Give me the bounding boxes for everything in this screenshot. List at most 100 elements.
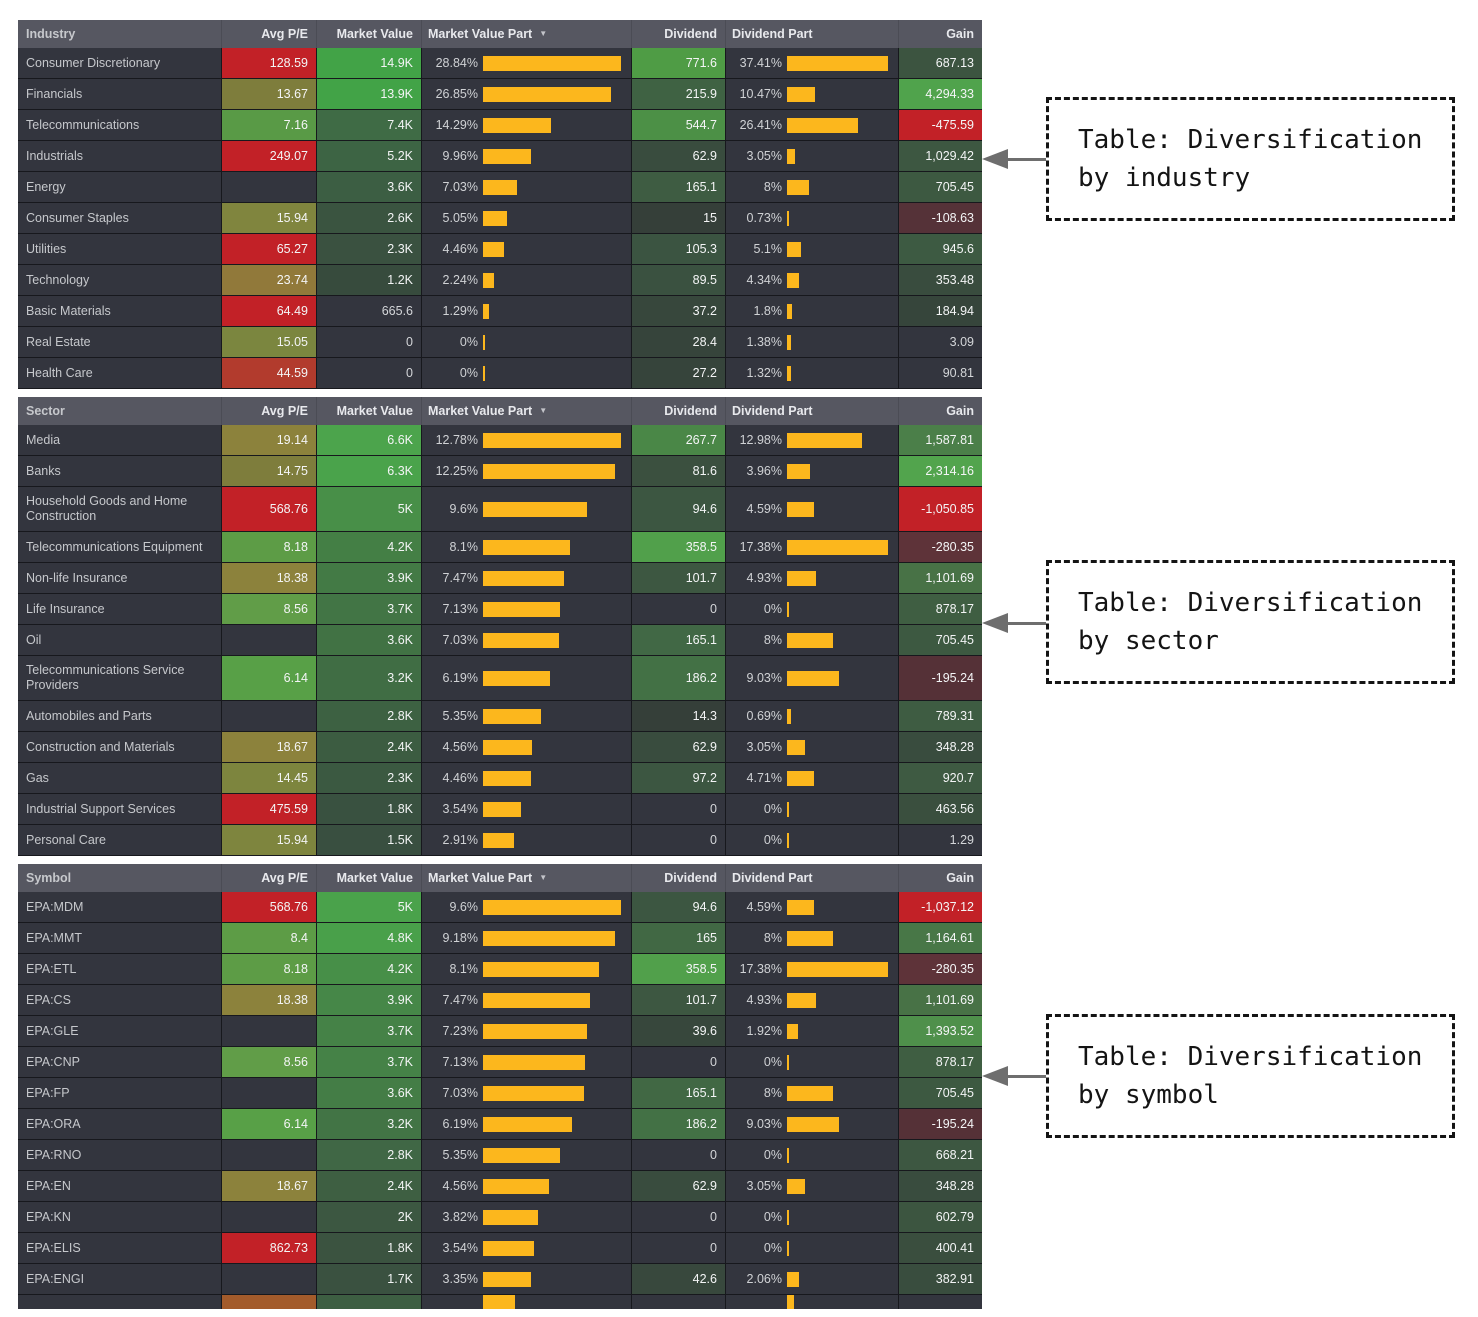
- header-avg-pe[interactable]: Avg P/E: [222, 20, 317, 48]
- header-gain[interactable]: Gain: [946, 404, 974, 418]
- table-row[interactable]: EPA:MDM 568.76 5K 9.6% 94.6 4.59% -1,037.12: [18, 892, 982, 923]
- dividend-cell: 27.2: [632, 358, 726, 388]
- table-row[interactable]: Industrial Support Services 475.59 1.8K 3.5…: [18, 794, 982, 825]
- table-row[interactable]: Telecommunications Service Providers 6.14…: [18, 656, 982, 701]
- table-row[interactable]: Financials 13.67 13.9K 26.85% 215.9 10.47% 4,2…: [18, 79, 982, 110]
- table-row[interactable]: Real Estate 15.05 0 0% 28.4 1.38% 3.09: [18, 327, 982, 358]
- dividend-cell: 39.6: [632, 1016, 726, 1046]
- market-value-part-cell: 3.54%: [422, 794, 632, 824]
- header-market-value[interactable]: Market Value: [317, 20, 422, 48]
- market-value-part-track: [483, 570, 621, 586]
- header-market-value-part[interactable]: Market Value Part ▼: [422, 864, 632, 892]
- header-avg-pe[interactable]: Avg P/E: [222, 397, 317, 425]
- sort-caret-icon[interactable]: ▼: [539, 29, 548, 38]
- table-row[interactable]: Personal Care 15.94 1.5K 2.91% 0 0% 1.29: [18, 825, 982, 856]
- header-dividend-part[interactable]: Dividend Part: [726, 397, 899, 425]
- table-row[interactable]: Energy 3.6K 7.03% 165.1 8% 705.45: [18, 172, 982, 203]
- header-dividend[interactable]: Dividend: [632, 397, 726, 425]
- table-row[interactable]: Non-life Insurance 18.38 3.9K 7.47% 101.7 4.9…: [18, 563, 982, 594]
- market-value-part-cell: 7.23%: [422, 1016, 632, 1046]
- header-dividend-part[interactable]: Dividend Part: [726, 864, 899, 892]
- table-row[interactable]: EPA:KN 2K 3.82% 0 0% 602.79: [18, 1202, 982, 1233]
- table-row[interactable]: Basic Materials 64.49 665.6 1.29% 37.2 1.8% 18…: [18, 296, 982, 327]
- header-dividend[interactable]: Dividend: [632, 864, 726, 892]
- dividend-part-cell: 26.41%: [726, 110, 899, 140]
- market-value-part-bar: [483, 601, 560, 617]
- table-row[interactable]: Health Care 44.59 0 0% 27.2 1.32% 90.81: [18, 358, 982, 389]
- header-sector[interactable]: Sector: [18, 397, 222, 425]
- table-row[interactable]: Telecommunications Equipment 8.18 4.2K 8.1%…: [18, 532, 982, 563]
- market-value-part-cell: 0%: [422, 327, 632, 357]
- table-row[interactable]: Consumer Discretionary 128.59 14.9K 28.84% 7…: [18, 48, 982, 79]
- header-dividend-part[interactable]: Dividend Part: [726, 20, 899, 48]
- header-symbol[interactable]: Symbol: [18, 864, 222, 892]
- market-value-part-track: [483, 1023, 621, 1039]
- table-row[interactable]: Banks 14.75 6.3K 12.25% 81.6 3.96% 2,314.16: [18, 456, 982, 487]
- gain-cell: 184.94: [899, 296, 982, 326]
- table-row[interactable]: Industrials 249.07 5.2K 9.96% 62.9 3.05% 1,029…: [18, 141, 982, 172]
- header-gain[interactable]: Gain: [946, 871, 974, 885]
- table-row[interactable]: Construction and Materials 18.67 2.4K 4.56%…: [18, 732, 982, 763]
- dividend-part-track: [787, 432, 888, 448]
- header-gain[interactable]: Gain: [946, 27, 974, 41]
- gain-cell: -475.59: [899, 110, 982, 140]
- table-row[interactable]: EPA:RNO 2.8K 5.35% 0 0% 668.21: [18, 1140, 982, 1171]
- market-value-cell: [317, 1295, 422, 1309]
- avg-pe-cell: [222, 1140, 317, 1170]
- table-row[interactable]: EPA:ELIS 862.73 1.8K 3.54% 0 0% 400.41: [18, 1233, 982, 1264]
- table-row[interactable]: Household Goods and Home Construction 568…: [18, 487, 982, 532]
- table-row[interactable]: EPA:FP 3.6K 7.03% 165.1 8% 705.45: [18, 1078, 982, 1109]
- gain-cell: 353.48: [899, 265, 982, 295]
- header-market-value[interactable]: Market Value: [317, 397, 422, 425]
- table-row[interactable]: EPA:CNP 8.56 3.7K 7.13% 0 0% 878.17: [18, 1047, 982, 1078]
- header-industry[interactable]: Industry: [18, 20, 222, 48]
- table-row[interactable]: Life Insurance 8.56 3.7K 7.13% 0 0% 878.17: [18, 594, 982, 625]
- table-row[interactable]: EPA:MMT 8.4 4.8K 9.18% 165 8% 1,164.61: [18, 923, 982, 954]
- header-avg-pe[interactable]: Avg P/E: [222, 864, 317, 892]
- table-row[interactable]: Consumer Staples 15.94 2.6K 5.05% 15 0.73% -10…: [18, 203, 982, 234]
- market-value-part-bar: [483, 210, 508, 226]
- sector-table: Sector Avg P/E Market Value Market Value…: [18, 397, 982, 856]
- sort-caret-icon[interactable]: ▼: [539, 873, 548, 882]
- table-row[interactable]: EPA:ETL 8.18 4.2K 8.1% 358.5 17.38% -280.35: [18, 954, 982, 985]
- header-market-value[interactable]: Market Value: [317, 864, 422, 892]
- dividend-part-cell: 0%: [726, 1047, 899, 1077]
- dividend-part-track: [787, 1209, 888, 1225]
- market-value-part-cell: 7.47%: [422, 985, 632, 1015]
- market-value-cell: 1.8K: [317, 1233, 422, 1263]
- table-row[interactable]: [18, 1295, 982, 1309]
- dividend-part-cell: 8%: [726, 172, 899, 202]
- dividend-part-track: [787, 179, 888, 195]
- row-label: Industrial Support Services: [18, 794, 222, 824]
- table-row[interactable]: EPA:ENGI 1.7K 3.35% 42.6 2.06% 382.91: [18, 1264, 982, 1295]
- table-row[interactable]: Gas 14.45 2.3K 4.46% 97.2 4.71% 920.7: [18, 763, 982, 794]
- dividend-part-bar: [787, 1054, 789, 1070]
- header-dividend[interactable]: Dividend: [632, 20, 726, 48]
- dividend-part-cell: 0%: [726, 794, 899, 824]
- row-label: Media: [18, 425, 222, 455]
- sort-caret-icon[interactable]: ▼: [539, 406, 548, 415]
- table-row[interactable]: Automobiles and Parts 2.8K 5.35% 14.3 0.69% 7…: [18, 701, 982, 732]
- header-market-value-part[interactable]: Market Value Part ▼: [422, 20, 632, 48]
- table-row[interactable]: Telecommunications 7.16 7.4K 14.29% 544.7 26.…: [18, 110, 982, 141]
- header-market-value-part[interactable]: Market Value Part ▼: [422, 397, 632, 425]
- market-value-part-track: [483, 739, 621, 755]
- gain-cell: 1,101.69: [899, 985, 982, 1015]
- dividend-cell: 81.6: [632, 456, 726, 486]
- industry-table-header: Industry Avg P/E Market Value Market Val…: [18, 20, 982, 48]
- dividend-part-bar: [787, 86, 816, 102]
- market-value-cell: 2.6K: [317, 203, 422, 233]
- table-row[interactable]: Technology 23.74 1.2K 2.24% 89.5 4.34% 353.48: [18, 265, 982, 296]
- table-row[interactable]: EPA:ORA 6.14 3.2K 6.19% 186.2 9.03% -195.24: [18, 1109, 982, 1140]
- dividend-part-track: [787, 539, 888, 555]
- avg-pe-cell: 475.59: [222, 794, 317, 824]
- market-value-part-track: [483, 55, 621, 71]
- table-row[interactable]: EPA:CS 18.38 3.9K 7.47% 101.7 4.93% 1,101.69: [18, 985, 982, 1016]
- table-row[interactable]: Oil 3.6K 7.03% 165.1 8% 705.45: [18, 625, 982, 656]
- table-row[interactable]: Utilities 65.27 2.3K 4.46% 105.3 5.1% 945.6: [18, 234, 982, 265]
- table-row[interactable]: EPA:EN 18.67 2.4K 4.56% 62.9 3.05% 348.28: [18, 1171, 982, 1202]
- market-value-part-label: 3.54%: [442, 1241, 478, 1255]
- dividend-cell: 358.5: [632, 532, 726, 562]
- table-row[interactable]: Media 19.14 6.6K 12.78% 267.7 12.98% 1,587.81: [18, 425, 982, 456]
- table-row[interactable]: EPA:GLE 3.7K 7.23% 39.6 1.92% 1,393.52: [18, 1016, 982, 1047]
